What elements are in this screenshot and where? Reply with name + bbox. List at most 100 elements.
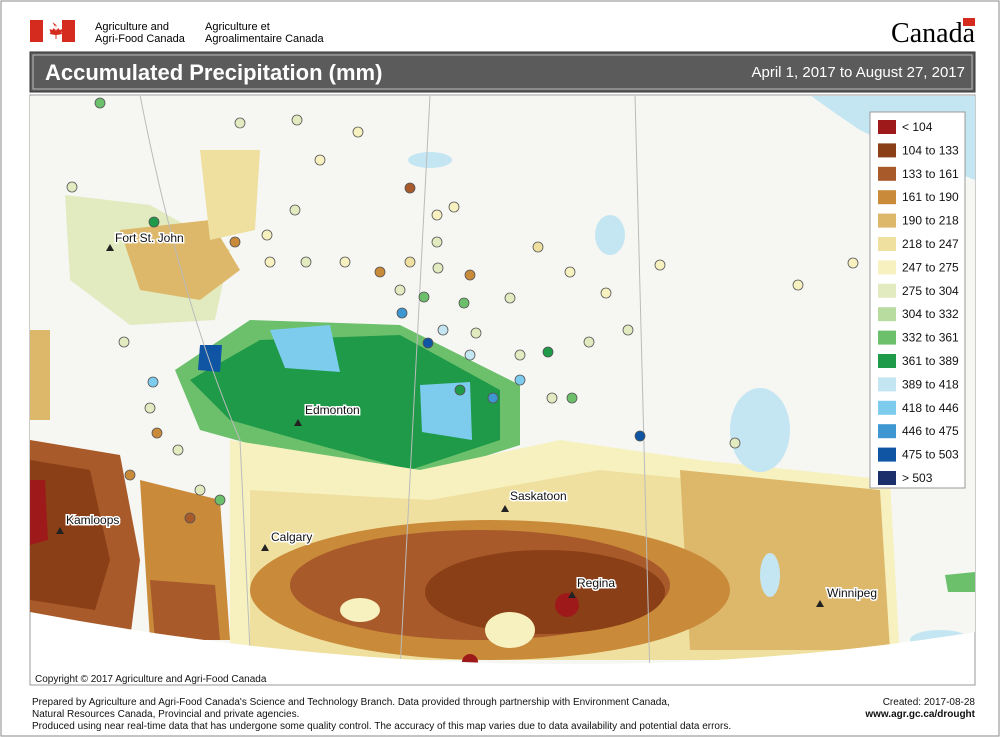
created: Created: 2017-08-28 bbox=[883, 697, 976, 708]
station bbox=[622, 324, 634, 336]
precip-zone bbox=[270, 325, 340, 372]
station bbox=[66, 181, 78, 193]
station bbox=[151, 427, 163, 439]
legend-swatch bbox=[878, 237, 896, 251]
map bbox=[30, 96, 975, 665]
legend-label: 332 to 361 bbox=[902, 331, 959, 345]
station bbox=[148, 216, 160, 228]
station bbox=[454, 384, 466, 396]
station bbox=[124, 469, 136, 481]
precip-zone bbox=[30, 480, 48, 545]
station bbox=[264, 256, 276, 268]
station bbox=[566, 392, 578, 404]
station bbox=[300, 256, 312, 268]
footer-line: Natural Resources Canada, Provincial and… bbox=[32, 709, 299, 720]
wordmark: Canada bbox=[891, 18, 976, 49]
precip-zone bbox=[198, 345, 222, 372]
city-label: Regina bbox=[577, 576, 615, 590]
station bbox=[144, 402, 156, 414]
station bbox=[437, 324, 449, 336]
station bbox=[229, 236, 241, 248]
precip-zone bbox=[30, 330, 50, 420]
legend-label: 389 to 418 bbox=[902, 377, 959, 391]
precip-zone bbox=[190, 335, 500, 470]
legend-swatch bbox=[878, 307, 896, 322]
station bbox=[464, 349, 476, 361]
legend-swatch bbox=[878, 400, 896, 415]
station bbox=[394, 284, 406, 296]
station bbox=[404, 182, 416, 194]
precip-zone bbox=[485, 612, 535, 648]
legend-swatch bbox=[878, 377, 896, 392]
legend-swatch bbox=[878, 143, 896, 158]
station bbox=[792, 279, 804, 291]
legend-label: 190 to 218 bbox=[902, 214, 959, 228]
station bbox=[583, 336, 595, 348]
station bbox=[504, 292, 516, 304]
legend-swatch bbox=[878, 424, 896, 439]
station bbox=[172, 444, 184, 456]
legend-swatch bbox=[878, 166, 896, 181]
station bbox=[431, 209, 443, 221]
station bbox=[261, 229, 273, 241]
station bbox=[514, 349, 526, 361]
legend-swatch bbox=[878, 213, 896, 228]
legend-label: 418 to 446 bbox=[902, 401, 959, 415]
org-fr: Agroalimentaire Canada bbox=[205, 33, 325, 45]
legend-swatch bbox=[878, 471, 896, 485]
precip-zone bbox=[30, 460, 110, 610]
station bbox=[600, 287, 612, 299]
station bbox=[147, 376, 159, 388]
precip-zone bbox=[150, 580, 220, 640]
legend-label: 275 to 304 bbox=[902, 284, 959, 298]
cities: Fort St. John Edmonton Saskatoon Kamloop… bbox=[56, 230, 879, 607]
station bbox=[431, 236, 443, 248]
city-label: Kamloops bbox=[66, 513, 119, 527]
city-label: Edmonton bbox=[305, 403, 360, 417]
station bbox=[214, 494, 226, 506]
precip-zone bbox=[680, 470, 890, 650]
station bbox=[847, 257, 859, 269]
title-bar bbox=[29, 51, 976, 93]
station bbox=[374, 266, 386, 278]
copyright: Copyright © 2017 Agriculture and Agri-Fo… bbox=[35, 674, 267, 685]
precip-zone bbox=[420, 382, 472, 440]
precip-zone bbox=[462, 654, 478, 665]
legend-label: 446 to 475 bbox=[902, 424, 959, 438]
legend-label: > 503 bbox=[902, 471, 933, 485]
station bbox=[634, 430, 646, 442]
station bbox=[448, 201, 460, 213]
station bbox=[432, 262, 444, 274]
legend-swatch bbox=[878, 354, 896, 368]
legend-label: 361 to 389 bbox=[902, 354, 959, 368]
legend-label: 218 to 247 bbox=[902, 237, 959, 251]
legend-swatch bbox=[878, 120, 896, 134]
legend-label: 475 to 503 bbox=[902, 448, 959, 462]
station bbox=[654, 259, 666, 271]
station bbox=[289, 204, 301, 216]
station bbox=[546, 392, 558, 404]
legend-label: 133 to 161 bbox=[902, 167, 959, 181]
station bbox=[339, 256, 351, 268]
station bbox=[352, 126, 364, 138]
station bbox=[314, 154, 326, 166]
date-range: April 1, 2017 to August 27, 2017 bbox=[752, 64, 966, 81]
legend-label: 247 to 275 bbox=[902, 260, 959, 274]
footer-line: Produced using near real-time data that … bbox=[32, 721, 731, 732]
station bbox=[422, 337, 434, 349]
station bbox=[291, 114, 303, 126]
legend-label: 104 to 133 bbox=[902, 143, 959, 157]
station bbox=[729, 437, 741, 449]
legend: < 104 104 to 133 133 to 161 161 to 190 190 t… bbox=[869, 111, 966, 489]
station bbox=[542, 346, 554, 358]
flag bbox=[30, 20, 75, 42]
precip-zone bbox=[555, 593, 579, 617]
station bbox=[564, 266, 576, 278]
footer-line: Prepared by Agriculture and Agri-Food Ca… bbox=[32, 697, 670, 708]
title: Accumulated Precipitation (mm) bbox=[45, 60, 382, 85]
precip-zone bbox=[425, 550, 665, 634]
station bbox=[194, 484, 206, 496]
station bbox=[404, 256, 416, 268]
station bbox=[118, 336, 130, 348]
